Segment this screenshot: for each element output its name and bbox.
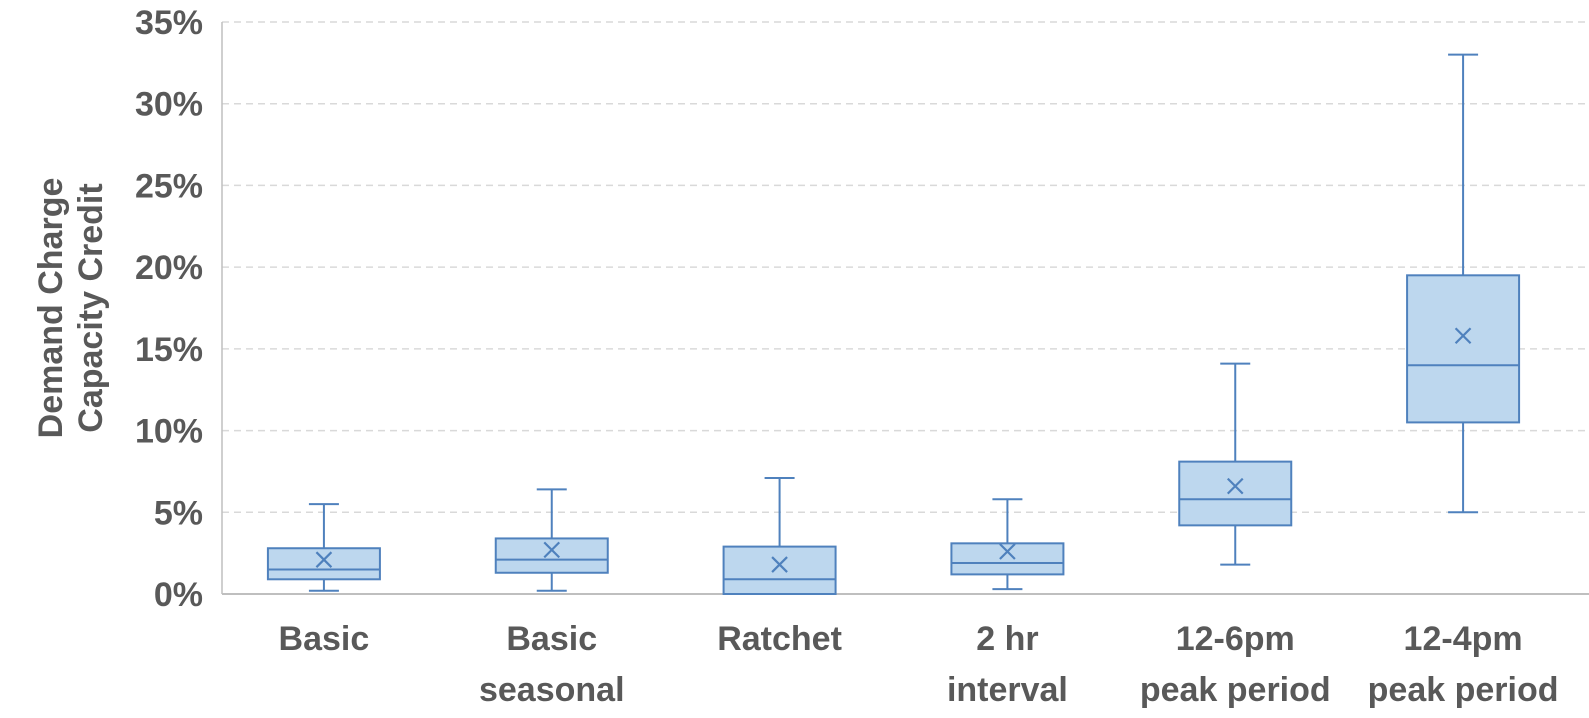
x-category-label: 12-4pm [1404, 620, 1523, 658]
y-tick-label: 0% [154, 576, 203, 614]
y-tick-label: 35% [135, 4, 203, 42]
y-tick-label: 20% [135, 249, 203, 287]
box-1 [266, 503, 381, 592]
y-tick-label: 5% [154, 494, 203, 532]
iqr-box [1406, 274, 1521, 424]
x-category-label: seasonal [479, 671, 625, 709]
x-category-label: peak period [1368, 671, 1559, 709]
gridlines [222, 21, 1589, 514]
x-category-label: Basic [506, 620, 597, 658]
box-6 [1406, 53, 1521, 514]
mean-marker [315, 551, 333, 568]
iqr-box [266, 547, 381, 581]
mean-marker [999, 543, 1016, 560]
mean-marker [771, 556, 788, 573]
x-category-label: 12-6pm [1176, 620, 1295, 658]
x-category-label: peak period [1140, 671, 1331, 709]
y-tick-label: 10% [135, 413, 203, 451]
box-2 [494, 488, 609, 592]
boxes [266, 53, 1521, 595]
iqr-box [1178, 460, 1293, 527]
axes [221, 22, 1589, 595]
y-tick-label: 30% [135, 86, 203, 124]
mean-marker [1226, 477, 1244, 495]
x-category-label: 2 hr [976, 620, 1038, 658]
y-tick-label: 25% [135, 167, 203, 205]
y-axis-title-line: Demand Charge [32, 178, 70, 439]
mean-marker [543, 541, 561, 559]
iqr-box [722, 545, 837, 595]
x-category-label: interval [947, 671, 1068, 709]
x-category-label: Basic [279, 620, 370, 658]
x-category-label: Ratchet [717, 620, 842, 658]
box-4 [950, 498, 1065, 591]
box-3 [722, 476, 837, 595]
y-axis-title: Demand ChargeCapacity Credit [32, 178, 110, 439]
iqr-box [950, 542, 1065, 576]
y-tick-label: 15% [135, 331, 203, 369]
iqr-box [494, 537, 609, 574]
y-axis-title-line: Capacity Credit [72, 183, 110, 432]
labels: 0% 5% 10% 15% 20% 25% 30% 35% Demand ChargeCapac… [32, 4, 1559, 709]
box-5 [1178, 362, 1293, 566]
mean-marker [1454, 327, 1472, 345]
